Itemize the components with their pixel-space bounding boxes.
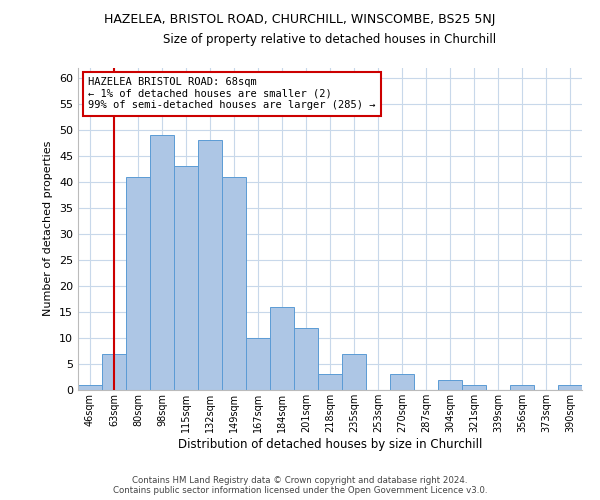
- Text: HAZELEA BRISTOL ROAD: 68sqm
← 1% of detached houses are smaller (2)
99% of semi-: HAZELEA BRISTOL ROAD: 68sqm ← 1% of deta…: [88, 77, 376, 110]
- Bar: [222, 176, 246, 390]
- Bar: [510, 385, 534, 390]
- Bar: [558, 385, 582, 390]
- Bar: [462, 385, 486, 390]
- Bar: [174, 166, 198, 390]
- Bar: [150, 135, 174, 390]
- Bar: [78, 385, 102, 390]
- Text: HAZELEA, BRISTOL ROAD, CHURCHILL, WINSCOMBE, BS25 5NJ: HAZELEA, BRISTOL ROAD, CHURCHILL, WINSCO…: [104, 12, 496, 26]
- Bar: [198, 140, 222, 390]
- Bar: [318, 374, 342, 390]
- Bar: [270, 307, 294, 390]
- Bar: [390, 374, 414, 390]
- Bar: [126, 176, 150, 390]
- Text: Contains HM Land Registry data © Crown copyright and database right 2024.
Contai: Contains HM Land Registry data © Crown c…: [113, 476, 487, 495]
- Bar: [102, 354, 126, 390]
- Bar: [294, 328, 318, 390]
- Y-axis label: Number of detached properties: Number of detached properties: [43, 141, 53, 316]
- Bar: [246, 338, 270, 390]
- Bar: [438, 380, 462, 390]
- Bar: [342, 354, 366, 390]
- X-axis label: Distribution of detached houses by size in Churchill: Distribution of detached houses by size …: [178, 438, 482, 450]
- Title: Size of property relative to detached houses in Churchill: Size of property relative to detached ho…: [163, 32, 497, 46]
